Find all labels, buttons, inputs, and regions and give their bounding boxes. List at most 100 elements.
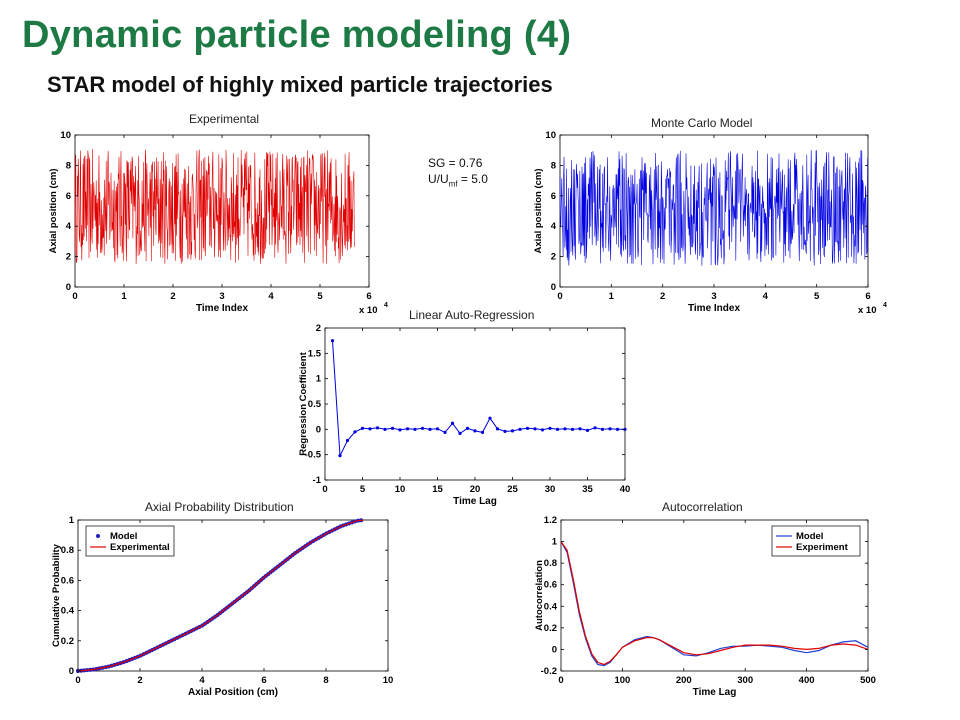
mc-y-tick-label: 10 [545, 130, 556, 141]
mc-y-axis-label: Axial position (cm) [533, 169, 544, 254]
ar-data-point [360, 426, 365, 430]
ar-x-tick-label: 35 [582, 484, 593, 495]
ar-data-point [570, 427, 575, 431]
ar-data-point [368, 427, 372, 431]
acf-legend-label: Experiment [796, 542, 849, 553]
velocity-ratio: U/Umf = 5.0 [428, 171, 488, 192]
ar-data-point [420, 426, 425, 430]
ar-data-point [525, 426, 530, 430]
probability-caption: Axial Probability Distribution [145, 500, 294, 514]
ar-x-tick-label: 40 [620, 484, 631, 495]
ar-x-axis-label: Time Lag [453, 496, 497, 507]
acf-y-tick-label: 0.8 [544, 558, 557, 569]
ar-data-point [495, 427, 500, 431]
acf-y-tick-label: -0.2 [541, 666, 557, 677]
exp-y-tick-label: 2 [66, 252, 71, 263]
acf-series-0-line [560, 541, 869, 667]
ar-series-line [332, 340, 625, 458]
cdf-legend-swatch [96, 534, 100, 538]
ar-data-point [353, 430, 357, 434]
cdf-legend-label: Model [110, 531, 137, 542]
cdf-y-tick-label: 0.4 [61, 606, 75, 617]
acf-x-tick-label: 200 [676, 675, 692, 686]
mc-y-tick-label: 4 [551, 221, 557, 232]
ar-data-point [428, 427, 432, 431]
monte-carlo-caption: Monte Carlo Model [651, 116, 753, 130]
ar-data-point [600, 427, 605, 431]
acf-y-axis-label: Autocorrelation [534, 560, 545, 631]
cdf-y-tick-label: 0.6 [61, 575, 74, 586]
acf-y-tick-label: 0.4 [544, 601, 558, 612]
ar-data-point [593, 426, 597, 430]
acf-y-tick-label: 0.2 [544, 623, 557, 634]
ar-data-point [345, 438, 350, 443]
exp-x-tick-label: 0 [72, 291, 77, 302]
ar-data-point [413, 427, 417, 431]
experimental-caption: Experimental [189, 112, 260, 126]
mc-x-tick-label: 0 [557, 291, 562, 302]
mc-y-tick-label: 0 [551, 282, 556, 293]
autocorrelation-caption: Autocorrelation [662, 500, 743, 514]
ar-x-tick-label: 25 [507, 484, 518, 495]
exp-y-tick-label: 10 [60, 130, 71, 141]
acf-plot-frame [560, 519, 869, 672]
ar-y-tick-label: 0 [316, 424, 321, 435]
acf-y-tick-label: 0 [552, 644, 557, 655]
cdf-x-tick-label: 10 [383, 675, 394, 686]
ar-data-point [450, 421, 455, 425]
mc-x-tick-label: 2 [660, 291, 665, 302]
acf-x-axis-label: Time Lag [693, 687, 737, 698]
ar-data-point [533, 427, 537, 431]
acf-series-1-line [560, 541, 869, 666]
ar-data-point [510, 429, 515, 433]
ar-y-tick-label: -1 [313, 475, 322, 486]
cdf-series-1-line [77, 519, 364, 672]
acf-x-tick-label: 0 [558, 675, 563, 686]
ar-data-point [398, 428, 402, 432]
ar-y-tick-label: 1.5 [308, 348, 322, 359]
exp-y-axis-label: Axial position (cm) [48, 169, 59, 254]
ar-data-point [488, 416, 492, 420]
cdf-x-tick-label: 6 [261, 675, 266, 686]
acf-legend-label: Model [796, 531, 823, 542]
cdf-y-axis-label: Cumulative Probability [51, 543, 62, 647]
mc-trajectory-line [559, 150, 869, 266]
ar-data-point [608, 427, 612, 431]
acf-x-tick-label: 300 [737, 675, 753, 686]
ar-data-point [518, 427, 522, 431]
ar-data-point [338, 454, 342, 458]
auto-regression-caption: Linear Auto-Regression [409, 308, 535, 322]
ar-data-point [443, 430, 447, 434]
acf-legend-box [771, 525, 861, 557]
mc-x-tick-label: 5 [814, 291, 820, 302]
ar-x-tick-label: 10 [395, 484, 406, 495]
mc-x-tick-label: 1 [609, 291, 615, 302]
ar-data-point [383, 427, 387, 431]
mc-x-tick-label: 3 [711, 291, 716, 302]
exp-trajectory-line [74, 148, 355, 264]
cdf-y-tick-label: 1 [69, 515, 75, 526]
cdf-legend-box [85, 525, 175, 557]
exp-x-tick-label: 4 [268, 291, 274, 302]
ar-data-point [465, 426, 470, 430]
ar-y-tick-label: 0.5 [308, 399, 322, 410]
ar-data-point [435, 427, 440, 431]
ar-data-point [458, 431, 462, 435]
exp-y-tick-label: 4 [66, 221, 72, 232]
sg-value: SG = 0.76 [428, 156, 483, 170]
exp-x-tick-label: 5 [317, 291, 323, 302]
cdf-y-tick-label: 0.2 [61, 636, 74, 647]
exp-y-tick-label: 0 [66, 282, 71, 293]
ar-y-tick-label: 1 [316, 374, 322, 385]
ar-data-point [503, 429, 507, 433]
ar-data-point [585, 428, 590, 432]
cdf-x-tick-label: 8 [323, 675, 328, 686]
mc-y-tick-label: 6 [551, 191, 556, 202]
ar-y-axis-label: Regression Coefficient [298, 351, 309, 455]
ar-data-point [330, 339, 335, 343]
exp-x-multiplier: x 10 [359, 305, 378, 316]
